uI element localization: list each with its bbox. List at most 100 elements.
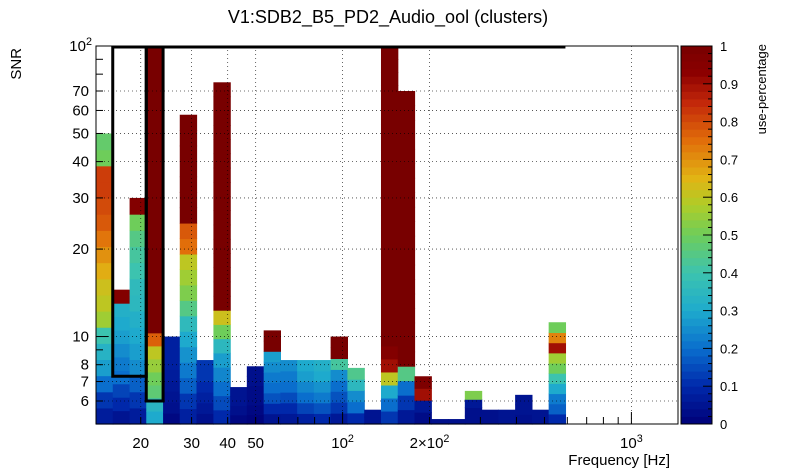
heatmap-cell [297, 360, 315, 372]
heatmap-cell [246, 366, 265, 377]
heatmap-cell [397, 134, 416, 150]
heatmap-cell [364, 416, 382, 425]
heatmap-cell [548, 393, 567, 405]
heatmap-cell [213, 395, 231, 411]
heatmap-cell [246, 395, 265, 406]
heatmap-cell [129, 327, 147, 344]
heatmap-cell [213, 295, 231, 311]
color-scale-step [681, 83, 712, 92]
heatmap-cell [146, 332, 164, 347]
heatmap-cell [464, 407, 483, 417]
x-tick-label: 50 [247, 435, 264, 452]
heatmap-cell [263, 330, 281, 342]
heatmap-cell [380, 72, 399, 86]
color-scale-step [681, 98, 712, 107]
x-tick-label: 2×102 [410, 433, 450, 452]
heatmap-cell [313, 392, 332, 404]
heatmap-cell [464, 390, 483, 400]
heatmap-cell [179, 300, 198, 317]
heatmap-cell [397, 91, 416, 107]
x-axis-ticks: 20 30 40 50 102 2×102 103 [132, 412, 643, 452]
heatmap-cell [280, 392, 298, 404]
heatmap-cell [96, 149, 114, 167]
heatmap-cell [112, 383, 131, 398]
color-scale-step [681, 61, 712, 70]
heatmap-cell [330, 380, 348, 392]
heatmap-cell [280, 360, 298, 372]
heatmap-cell [96, 262, 114, 280]
heatmap-cells [96, 46, 567, 425]
heatmap-cell [196, 402, 215, 414]
heatmap-cell [179, 161, 198, 178]
heatmap-cell [96, 343, 114, 361]
heatmap-cell [96, 198, 114, 215]
color-scale-step [681, 408, 712, 417]
heatmap-cell [330, 402, 348, 414]
heatmap-cell [515, 394, 533, 406]
heatmap-cell [380, 358, 399, 373]
heatmap-cell [129, 262, 147, 280]
heatmap-cell [163, 402, 181, 414]
color-scale-step [681, 303, 712, 312]
heatmap-cell [297, 413, 315, 425]
y-tick-label: 20 [72, 241, 89, 258]
heatmap-cell [548, 362, 567, 374]
color-scale-step [681, 310, 712, 319]
heatmap-cell [548, 352, 567, 364]
color-scale-bar [681, 46, 712, 425]
heatmap-cell [146, 267, 164, 282]
heatmap-cell [414, 376, 432, 389]
heatmap-cell [397, 395, 416, 411]
color-scale-step [681, 371, 712, 380]
heatmap-cell [213, 381, 231, 397]
heatmap-cell [146, 241, 164, 256]
heatmap-cell [96, 133, 114, 151]
heatmap-cell [96, 230, 114, 248]
heatmap-cell [380, 189, 399, 204]
heatmap-cell [112, 303, 131, 318]
heatmap-cell [380, 293, 399, 308]
color-scale-step [681, 265, 712, 274]
tick-exponent: 2 [443, 433, 449, 445]
heatmap-cell [330, 391, 348, 403]
heatmap-cell [196, 360, 215, 372]
heatmap-cell [179, 176, 198, 193]
heatmap-cell [548, 413, 567, 425]
heatmap-cell [397, 163, 416, 179]
heatmap-cell [179, 408, 198, 425]
heatmap-cell [196, 381, 215, 393]
heatmap-cell [179, 192, 198, 209]
color-scale-step [681, 91, 712, 100]
heatmap-cell [280, 413, 298, 425]
heatmap-cell [397, 279, 416, 295]
heatmap-cell [146, 72, 164, 86]
color-scale-step [681, 355, 712, 365]
heatmap-cell [179, 269, 198, 286]
heatmap-cell [548, 322, 567, 334]
color-scale-step [681, 174, 712, 183]
heatmap-cell [313, 413, 332, 425]
heatmap-cell [380, 319, 399, 334]
heatmap-cell [397, 177, 416, 193]
color-scale-label: use-percentage [754, 44, 769, 134]
heatmap-cell [146, 202, 164, 217]
heatmap-cell [330, 413, 348, 425]
heatmap-cell [380, 410, 399, 425]
heatmap-cell [213, 125, 231, 140]
heatmap-cell [146, 137, 164, 151]
heatmap-cell [515, 414, 533, 425]
heatmap-cell [129, 197, 147, 215]
heatmap-cell [96, 407, 114, 425]
color-scale-step [681, 393, 712, 402]
heatmap-cell [481, 416, 499, 425]
tick-exponent: 2 [86, 36, 92, 48]
heatmap-cell [112, 329, 131, 344]
y-tick-label: 30 [72, 190, 89, 207]
color-scale-step [681, 272, 712, 281]
color-scale-step [681, 295, 712, 304]
heatmap-cell [146, 85, 164, 99]
heatmap-cell [397, 119, 416, 136]
heatmap-cell [96, 214, 114, 231]
y-tick-label: 102 [69, 36, 92, 55]
heatmap-cell [213, 153, 231, 169]
